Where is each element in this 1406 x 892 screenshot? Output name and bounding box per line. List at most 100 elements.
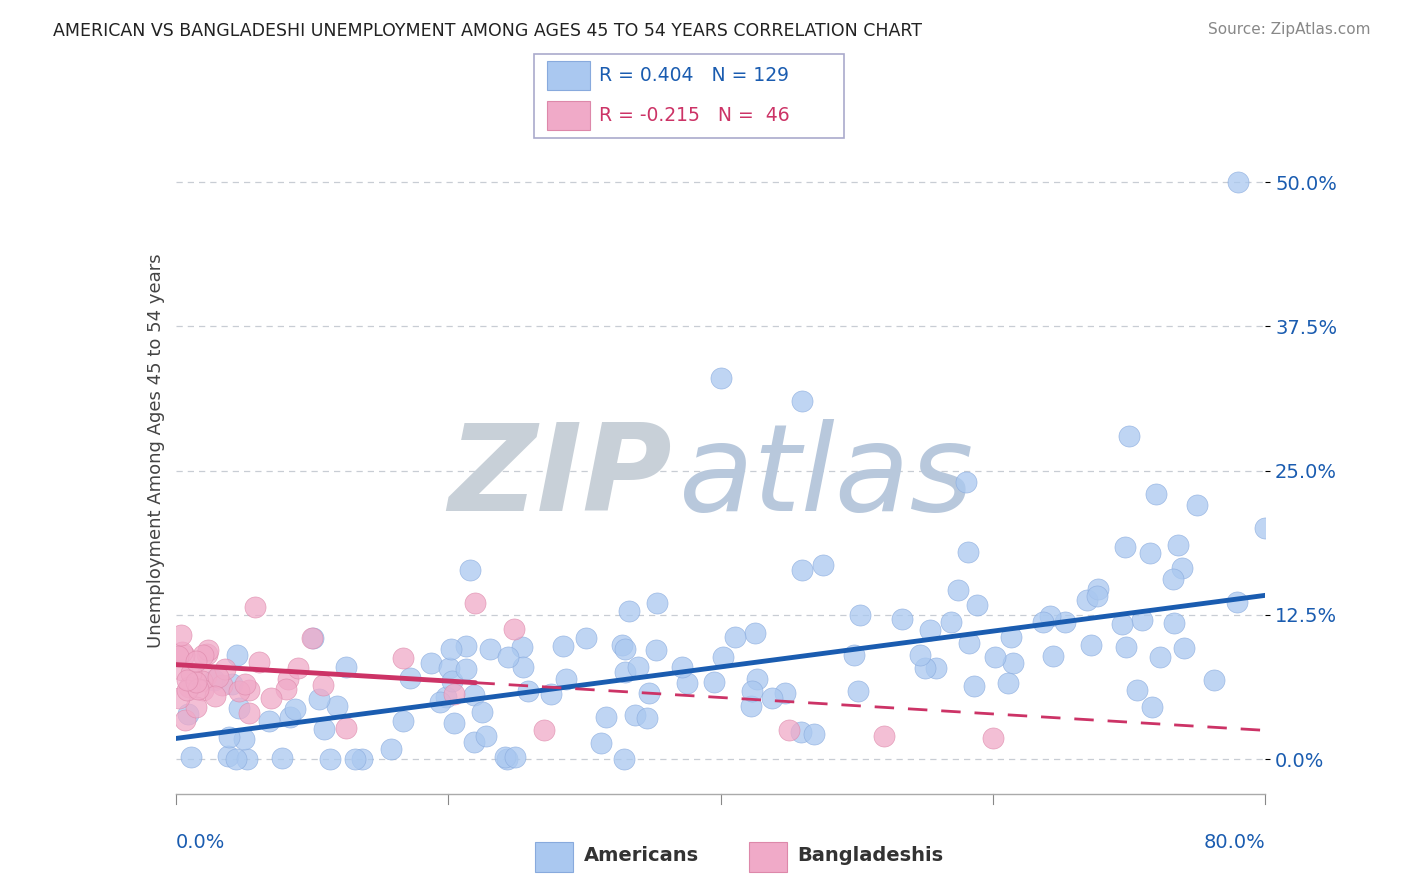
Point <box>166 649 188 664</box>
Point <box>891 612 914 626</box>
Point <box>238 706 260 721</box>
Y-axis label: Unemployment Among Ages 45 to 54 years: Unemployment Among Ages 45 to 54 years <box>146 253 165 648</box>
Point <box>180 750 202 764</box>
Point <box>436 690 458 704</box>
Point <box>554 672 576 686</box>
Point <box>172 645 194 659</box>
Text: atlas: atlas <box>679 419 974 536</box>
Point <box>1254 521 1277 535</box>
Point <box>533 723 555 738</box>
Point <box>1087 582 1109 597</box>
Text: ZIP: ZIP <box>447 419 672 536</box>
Point <box>173 648 195 662</box>
Point <box>176 673 198 688</box>
Point <box>170 628 193 642</box>
Point <box>1114 541 1136 555</box>
Point <box>221 677 243 691</box>
Point <box>207 670 229 684</box>
Point <box>1125 682 1147 697</box>
Point <box>636 711 658 725</box>
Point <box>773 686 796 700</box>
Point <box>1144 487 1167 501</box>
FancyBboxPatch shape <box>547 101 591 130</box>
Point <box>180 665 202 680</box>
Point <box>574 631 596 645</box>
Point <box>955 475 977 490</box>
Point <box>463 735 485 749</box>
Point <box>761 691 783 706</box>
Point <box>471 705 494 719</box>
Point <box>502 622 524 636</box>
FancyBboxPatch shape <box>749 842 786 872</box>
Point <box>443 687 465 701</box>
Point <box>512 660 534 674</box>
Point <box>184 699 207 714</box>
Point <box>741 683 763 698</box>
Point <box>638 686 661 700</box>
Point <box>1042 648 1064 663</box>
Point <box>1142 699 1164 714</box>
Point <box>1053 615 1076 630</box>
Point <box>238 683 260 698</box>
Point <box>724 630 747 644</box>
Point <box>623 707 645 722</box>
Point <box>335 660 357 674</box>
Point <box>170 663 193 677</box>
Point <box>380 742 402 756</box>
Point <box>963 679 986 693</box>
Point <box>496 752 519 766</box>
Point <box>257 714 280 728</box>
Point <box>1085 589 1108 603</box>
Point <box>540 687 562 701</box>
Point <box>849 608 872 623</box>
FancyBboxPatch shape <box>536 842 572 872</box>
Point <box>177 681 200 695</box>
Point <box>957 636 980 650</box>
Point <box>1032 615 1054 629</box>
Point <box>352 752 374 766</box>
Point <box>842 648 865 662</box>
Point <box>676 676 699 690</box>
Text: Source: ZipAtlas.com: Source: ZipAtlas.com <box>1208 22 1371 37</box>
Point <box>311 678 333 692</box>
Point <box>617 603 640 617</box>
Point <box>308 691 330 706</box>
Point <box>233 677 256 691</box>
Point <box>184 675 207 690</box>
Point <box>202 673 225 687</box>
Point <box>1167 538 1189 552</box>
Point <box>997 675 1019 690</box>
Point <box>429 695 451 709</box>
Point <box>494 750 516 764</box>
Text: 0.0%: 0.0% <box>176 833 225 852</box>
Point <box>710 371 733 385</box>
Point <box>846 684 869 698</box>
Point <box>1187 498 1209 512</box>
Point <box>946 582 969 597</box>
Point <box>984 650 1007 665</box>
Point <box>510 640 533 655</box>
Point <box>711 649 734 664</box>
Point <box>194 669 217 683</box>
Point <box>939 615 962 629</box>
Point <box>177 707 200 722</box>
Point <box>778 723 800 738</box>
Point <box>1227 175 1250 189</box>
Point <box>745 672 768 686</box>
Point <box>1163 615 1185 630</box>
Point <box>235 752 257 766</box>
Point <box>803 726 825 740</box>
Point <box>174 713 197 727</box>
Text: R = 0.404   N = 129: R = 0.404 N = 129 <box>599 66 789 85</box>
Point <box>464 596 486 610</box>
Point <box>247 655 270 669</box>
Point <box>1139 546 1161 560</box>
Point <box>595 710 617 724</box>
Point <box>703 675 725 690</box>
Point <box>335 721 357 735</box>
Text: 80.0%: 80.0% <box>1204 833 1265 852</box>
Point <box>399 671 422 685</box>
Point <box>245 599 267 614</box>
Point <box>458 563 481 577</box>
Point <box>287 661 309 675</box>
